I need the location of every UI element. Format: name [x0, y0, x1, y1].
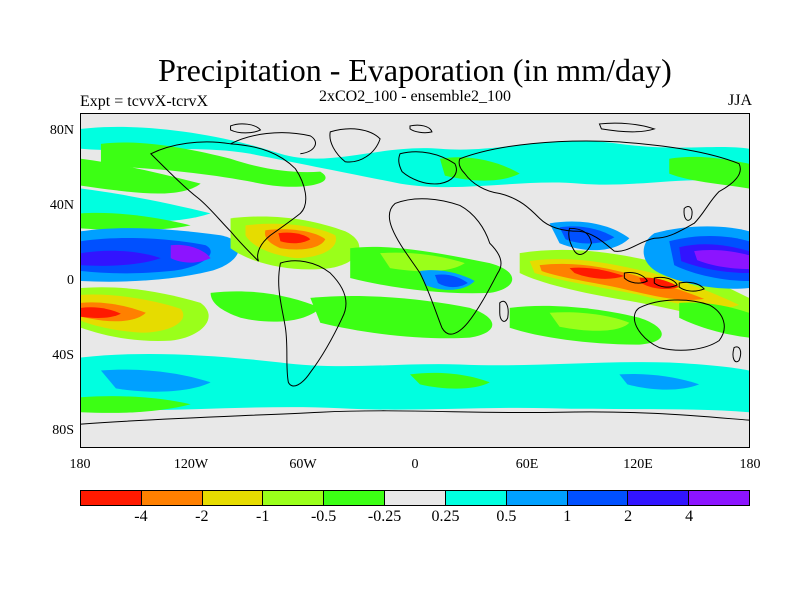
lat-tick-0: 0 [67, 273, 74, 288]
colorbar-swatch [202, 491, 264, 505]
lon-tick-180e: 180 [739, 457, 761, 472]
colorbar-swatch [628, 491, 690, 505]
colorbar-swatch [506, 491, 568, 505]
colorbar-label: -2 [195, 508, 209, 525]
lon-tick-60e: 60E [515, 457, 539, 472]
colorbar-swatch [385, 491, 446, 505]
lon-tick-60w: 60W [289, 457, 317, 472]
season-label: JJA [727, 92, 752, 109]
precip-evap-field [81, 126, 749, 447]
lat-tick-80s: 80S [52, 423, 74, 438]
colorbar-label: -1 [256, 508, 270, 525]
lat-tick-40n: 40N [49, 198, 74, 213]
colorbar-label: 2 [624, 508, 633, 525]
colorbar-swatch [263, 491, 325, 505]
lon-tick-0: 0 [411, 457, 419, 472]
colorbar-swatch [689, 491, 749, 505]
colorbar-swatch [141, 491, 203, 505]
lon-tick-180w: 180 [69, 457, 91, 472]
colorbar-label: 1 [563, 508, 572, 525]
ensemble-label: 2xCO2_100 - ensemble2_100 [319, 88, 511, 105]
world-map [80, 113, 750, 448]
colorbar-swatch [324, 491, 386, 505]
lon-tick-120w: 120W [173, 457, 209, 472]
colorbar-label: 0.5 [496, 508, 517, 525]
map-title: Precipitation - Evaporation (in mm/day) [158, 52, 672, 88]
colorbar-label: -0.5 [310, 508, 337, 525]
colorbar-label: -4 [134, 508, 148, 525]
lat-tick-80n: 80N [49, 123, 74, 138]
colorbar-swatch [445, 491, 507, 505]
colorbar-label: 0.25 [431, 508, 460, 525]
experiment-label: Expt = tcvvX-tcrvX [80, 93, 209, 110]
colorbar [80, 490, 750, 506]
lat-tick-40s: 40S [52, 348, 74, 363]
colorbar-label: -0.25 [367, 508, 402, 525]
lon-tick-120e: 120E [623, 457, 653, 472]
colorbar-label: 4 [685, 508, 694, 525]
coastlines [81, 122, 749, 425]
colorbar-swatch [567, 491, 629, 505]
colorbar-swatch [81, 491, 142, 505]
